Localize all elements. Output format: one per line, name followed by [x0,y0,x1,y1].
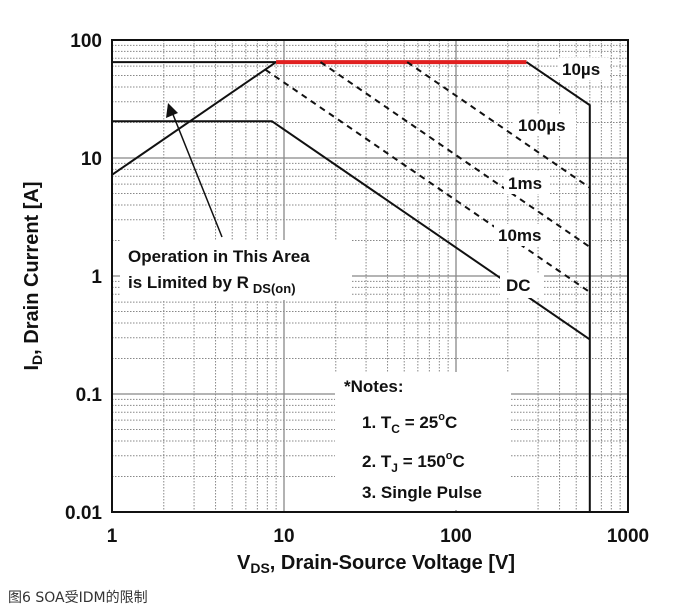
y-tick-label: 1 [91,267,102,288]
curve-label-100us: 100µs [518,116,566,135]
x-tick-label: 100 [440,526,472,547]
annotation-arrow [171,111,223,238]
x-tick-label: 10 [273,526,294,547]
y-tick-label: 10 [81,149,102,170]
notes-title: *Notes: [344,377,404,396]
series-group [111,60,591,512]
curve-label-1ms: 1ms [508,174,542,193]
series-line-7 [112,120,591,341]
note-1: 1. TC = 25oC [362,411,457,436]
series-line-0 [111,61,277,176]
x-axis-label: VDS, Drain-Source Voltage [V] [237,552,515,576]
series-line-4 [406,61,591,189]
curve-label-10us: 10µs [562,60,600,79]
arrow-head-icon [166,103,178,118]
y-tick-label: 100 [70,31,102,52]
note-3: 3. Single Pulse [362,483,482,502]
y-tick-label: 0.1 [76,385,103,406]
figure-caption: 图6 SOA受IDM的限制 [8,590,148,606]
y-tick-label: 0.01 [65,503,102,524]
annotation-line2-sub: DS(on) [253,281,296,296]
plot-frame [111,39,629,513]
y-axis-label: ID, Drain Current [A] [21,181,45,370]
curve-label-10ms: 10ms [498,226,541,245]
curve-label-dc: DC [506,276,531,295]
annotation-line1: Operation in This Area [128,247,310,266]
x-tick-label: 1000 [607,526,649,547]
note-2: 2. TJ = 150oC [362,450,465,475]
annotation-box-bg [120,240,352,300]
annotation-line2: is Limited by R [128,273,249,292]
x-tick-label: 1 [107,526,118,547]
notes-box-bg [335,372,511,510]
series-line-3 [525,61,591,512]
svg-text:is Limited by RDS(on): is Limited by R DS(on) [128,273,296,296]
